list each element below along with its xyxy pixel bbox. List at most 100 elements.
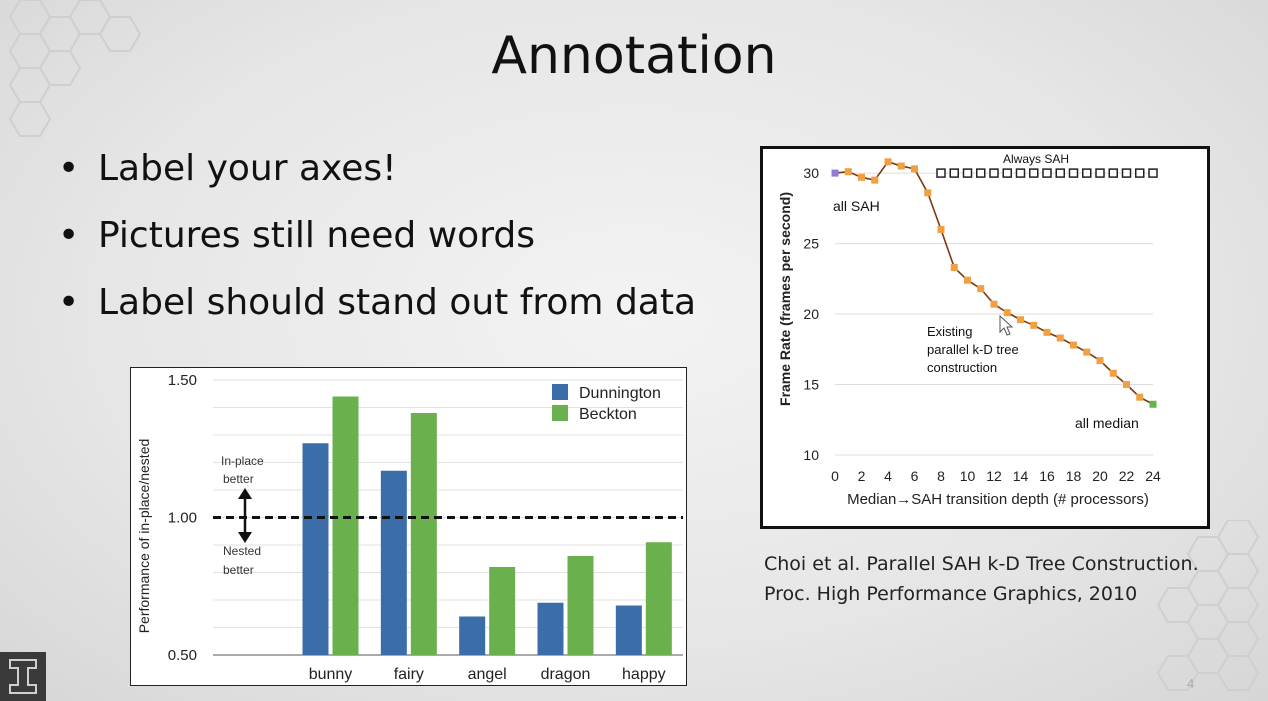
frame-rate-marker — [844, 168, 852, 176]
always-sah-marker — [976, 168, 986, 178]
frame-rate-marker — [977, 285, 985, 293]
mouse-cursor-icon — [999, 314, 1014, 336]
frame-rate-marker — [858, 173, 865, 181]
y-tick-label: 20 — [803, 306, 819, 322]
citation-line-1: Choi et al. Parallel SAH k-D Tree Constr… — [764, 553, 1199, 575]
slide-title: Annotation — [491, 26, 777, 86]
frame-rate-marker — [990, 300, 998, 308]
frame-rate-marker — [831, 169, 839, 177]
line-x-axis-label: Median→SAH transition depth (# processor… — [847, 491, 1149, 508]
y-tick-label: 0.50 — [168, 647, 197, 664]
bullet-item: • Label your axes! — [58, 142, 696, 209]
line-chart-panel: 10 15 20 25 30 0 2 4 6 8 10 12 14 16 18 20 22 24 Frame Ra… — [760, 146, 1210, 529]
bullet-item: • Pictures still need words — [58, 209, 696, 276]
x-tick-label: 10 — [960, 468, 976, 484]
legend-swatch-beckton — [552, 405, 568, 421]
frame-rate-marker — [911, 165, 918, 173]
always-sah-marker — [1082, 168, 1092, 178]
always-sah-marker — [1148, 168, 1158, 178]
always-sah-marker — [1042, 168, 1052, 178]
x-tick-label: 2 — [858, 468, 866, 484]
x-tick-label: 0 — [831, 468, 839, 484]
bar-beckton-angel — [489, 567, 516, 655]
y-tick-label: 15 — [803, 377, 819, 393]
frame-rate-marker — [897, 162, 905, 170]
frame-rate-marker — [964, 276, 971, 284]
always-sah-marker — [1002, 168, 1012, 178]
bar-dunnington-fairy — [380, 470, 407, 655]
always-sah-marker — [1055, 168, 1065, 178]
frame-rate-marker — [1003, 309, 1011, 317]
bullet-dot: • — [58, 215, 80, 256]
x-tick-label: 18 — [1066, 468, 1082, 484]
annotation-nested-1: Nested — [223, 544, 261, 558]
bar-beckton-happy — [645, 542, 672, 655]
frame-rate-marker — [950, 264, 958, 272]
frame-rate-marker — [1083, 348, 1091, 356]
bar-chart: 0.501.001.50 bunny fairy angel dragon happy … — [136, 372, 683, 683]
annotation-always-sah: Always SAH — [1003, 152, 1069, 166]
always-sah-marker — [1015, 168, 1026, 178]
bullet-list: • Label your axes! • Pictures still need w… — [58, 142, 696, 343]
y-tick-label: 25 — [803, 236, 819, 252]
frame-rate-marker — [871, 176, 879, 184]
bullet-dot: • — [58, 282, 80, 323]
always-sah-marker — [1135, 168, 1145, 178]
annotation-existing-3: construction — [927, 360, 997, 375]
always-sah-marker — [1121, 168, 1132, 178]
always-sah-marker — [1108, 168, 1118, 178]
slide-number: 4 — [1187, 676, 1195, 691]
bar-beckton-bunny — [332, 396, 359, 655]
category-label: fairy — [394, 666, 424, 683]
category-label: happy — [622, 666, 666, 683]
frame-rate-marker — [1149, 400, 1157, 408]
hex-pattern-bottom-right — [1156, 520, 1260, 691]
legend-swatch-dunnington — [552, 384, 568, 400]
frame-rate-marker — [1043, 328, 1051, 336]
bullet-text: Pictures still need words — [98, 215, 535, 256]
x-tick-label: 6 — [911, 468, 919, 484]
category-label: dragon — [541, 666, 591, 683]
always-sah-marker — [1029, 168, 1039, 178]
bullet-text: Label should stand out from data — [98, 282, 697, 323]
always-sah-marker — [989, 168, 999, 178]
annotation-inplace-2: better — [223, 472, 254, 486]
annotation-existing-1: Existing — [927, 324, 973, 339]
always-sah-marker — [962, 168, 973, 178]
frame-rate-marker — [1017, 316, 1024, 324]
double-arrow-icon — [238, 488, 252, 543]
always-sah-marker — [1068, 168, 1079, 178]
x-tick-label: 20 — [1092, 468, 1108, 484]
x-tick-label: 16 — [1039, 468, 1055, 484]
bar-dunnington-angel — [459, 616, 486, 655]
bar-beckton-fairy — [410, 413, 437, 655]
block-i-logo-icon — [0, 652, 46, 701]
annotation-existing-2: parallel k-D tree — [927, 342, 1019, 357]
bar-dunnington-happy — [615, 605, 642, 655]
annotation-inplace-1: In-place — [221, 454, 264, 468]
frame-rate-marker — [1109, 369, 1117, 377]
legend-label-beckton: Beckton — [579, 406, 637, 423]
x-tick-label: 14 — [1013, 468, 1029, 484]
bullet-item: • Label should stand out from data — [58, 276, 696, 343]
hex-pattern-top-left — [8, 0, 142, 137]
line-y-axis-label: Frame Rate (frames per second) — [777, 192, 793, 406]
frame-rate-marker — [1030, 321, 1038, 329]
frame-rate-marker — [937, 225, 945, 233]
frame-rate-marker — [1070, 341, 1077, 349]
x-tick-label: 8 — [937, 468, 945, 484]
bar-dunnington-bunny — [302, 443, 329, 655]
x-tick-label: 22 — [1119, 468, 1135, 484]
frame-rate-marker — [1136, 393, 1144, 401]
annotation-all-median: all median — [1075, 415, 1139, 431]
y-tick-label: 10 — [803, 447, 819, 463]
bar-chart-panel: 0.50 1.00 1.50 bunny fairy angel dragon happy … — [130, 367, 687, 686]
frame-rate-marker — [1056, 334, 1064, 342]
x-tick-label: 4 — [884, 468, 892, 484]
bullet-dot: • — [58, 148, 80, 189]
bar-dunnington-dragon — [537, 602, 564, 655]
always-sah-marker — [936, 168, 946, 178]
bullet-text: Label your axes! — [98, 148, 397, 189]
frame-rate-marker — [1096, 357, 1104, 365]
